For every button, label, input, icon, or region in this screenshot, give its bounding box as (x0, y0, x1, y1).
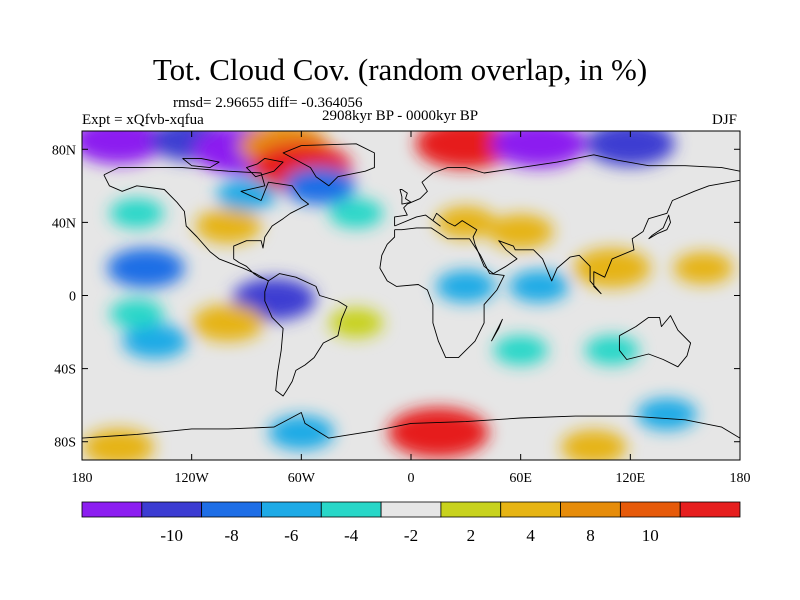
y-tick-label: 40S (54, 363, 76, 378)
anomaly-field (82, 131, 734, 460)
colorbar-label: -10 (160, 526, 183, 545)
rmsd-diff-label: rmsd= 2.96655 diff= -0.364056 (173, 95, 363, 111)
anomaly-blob (283, 167, 356, 205)
chart-title: Tot. Cloud Cov. (random overlap, in %) (152, 52, 648, 87)
period-label: 2908kyr BP - 0000kyr BP (321, 108, 479, 124)
colorbar-swatch (500, 501, 561, 518)
anomaly-blob (493, 335, 548, 366)
anomaly-blob (585, 131, 675, 167)
x-tick-label: 180 (730, 471, 751, 486)
anomaly-blob (109, 298, 164, 329)
anomaly-blob (435, 270, 496, 303)
anomaly-blob (109, 198, 164, 229)
anomaly-blob (487, 214, 554, 249)
colorbar-swatch (141, 501, 203, 518)
anomaly-blob (560, 429, 627, 460)
anomaly-blob (573, 248, 651, 289)
anomaly-blob (491, 131, 587, 168)
season-label: DJF (712, 112, 738, 128)
anomaly-blob (82, 131, 167, 164)
anomaly-blob (636, 398, 697, 431)
anomaly-blob (122, 323, 189, 359)
y-tick-label: 40N (52, 216, 76, 231)
colorbar-swatch (679, 501, 741, 518)
x-tick-label: 180 (72, 471, 93, 486)
colorbar-label: 10 (642, 526, 659, 545)
colorbar-swatch (261, 501, 322, 518)
anomaly-blob (268, 415, 335, 450)
anomaly-blob (508, 270, 569, 303)
x-tick-label: 0 (408, 471, 415, 486)
colorbar-label: -6 (284, 526, 298, 545)
x-tick-label: 60W (288, 471, 316, 486)
coastline (490, 318, 503, 342)
axes: 180 120W 60W 0 60E 120E 180 80N 40N 0 40S 80S (52, 131, 751, 486)
colorbar-swatch (380, 501, 442, 518)
experiment-label: Expt = xQfvb-xqfua (82, 112, 204, 128)
x-tick-label: 60E (509, 471, 532, 486)
colorbar-swatch (560, 501, 621, 518)
colorbar-swatch (619, 501, 681, 518)
colorbar-label: -8 (224, 526, 238, 545)
coastline (264, 273, 348, 397)
coastline (379, 227, 505, 359)
x-tick-label: 120E (616, 471, 646, 486)
anomaly-blob (192, 304, 265, 342)
anomaly-blob (415, 131, 517, 169)
coastline (394, 154, 740, 295)
colorbar-swatch (81, 501, 143, 518)
colorbar-label: 8 (586, 526, 595, 545)
coastline (246, 157, 284, 178)
colorbar-label: -4 (344, 526, 359, 545)
coastline (399, 189, 412, 205)
coastline (103, 167, 310, 282)
colorbar-label: 2 (467, 526, 476, 545)
coastline (648, 214, 671, 240)
colorbar: -10 -8 -6 -4 -2 2 4 8 10 (81, 501, 741, 545)
anomaly-blob (585, 335, 640, 366)
y-tick-label: 0 (69, 290, 76, 305)
x-tick-label: 120W (175, 471, 210, 486)
anomaly-blob (329, 198, 384, 229)
y-tick-label: 80S (54, 436, 76, 451)
colorbar-label: -2 (404, 526, 418, 545)
colorbar-swatch (440, 501, 502, 518)
y-tick-label: 80N (52, 143, 76, 158)
anomaly-blob (387, 407, 489, 458)
coastline (282, 143, 375, 187)
anomaly-blob (673, 251, 734, 285)
coastlines (82, 143, 740, 439)
coastline (82, 412, 740, 439)
colorbar-label: 4 (526, 526, 535, 545)
coastline (182, 157, 220, 169)
coastline (618, 315, 692, 368)
anomaly-blob-group (82, 131, 734, 460)
colorbar-swatch (201, 501, 262, 518)
map-background (82, 131, 740, 460)
anomaly-blob (195, 208, 262, 244)
anomaly-blob (329, 308, 384, 338)
colorbar-swatch (320, 501, 382, 518)
anomaly-blob (107, 248, 185, 289)
